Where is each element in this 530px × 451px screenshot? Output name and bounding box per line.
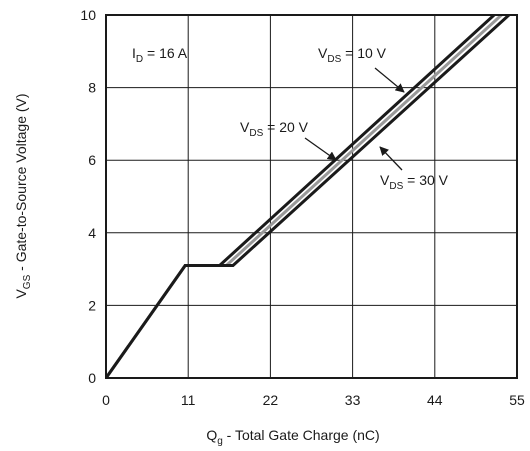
series-label-vds-10: VDS = 10 V [318,45,387,65]
annotation-arrow-1 [304,137,337,161]
plot-frame [105,14,518,379]
series-label-vds-20: VDS = 20 V [240,119,309,139]
annotation-arrow-0 [374,67,405,93]
y-tick-label-4: 8 [88,80,96,96]
y-tick-label-5: 10 [80,7,96,23]
series-lines [106,15,512,378]
x-tick-label-2: 22 [263,392,279,408]
x-tick-label-4: 44 [427,392,443,408]
x-tick-label-0: 0 [102,392,110,408]
y-tick-label-3: 6 [88,152,96,168]
series-line-1 [106,15,504,378]
y-axis-title: VGS - Gate-to-Source Voltage (V) [13,93,33,298]
y-tick-label-2: 4 [88,225,96,241]
x-tick-label-3: 33 [345,392,361,408]
grid-lines [105,14,518,379]
annotation-arrows [304,67,405,171]
series-label-vds-30: VDS = 30 V [380,172,449,192]
x-tick-label-1: 11 [181,392,196,408]
id-annotation: ID = 16 A [132,45,188,65]
x-axis-title: Qg - Total Gate Charge (nC) [206,427,379,447]
tick-labels: 0 11 22 33 44 55 0 2 4 6 8 10 [80,7,525,408]
series-line-2 [106,15,512,378]
annotation-arrow-2 [379,146,403,171]
x-tick-label-5: 55 [509,392,525,408]
y-tick-label-0: 0 [88,370,96,386]
y-tick-label-1: 2 [88,297,96,313]
